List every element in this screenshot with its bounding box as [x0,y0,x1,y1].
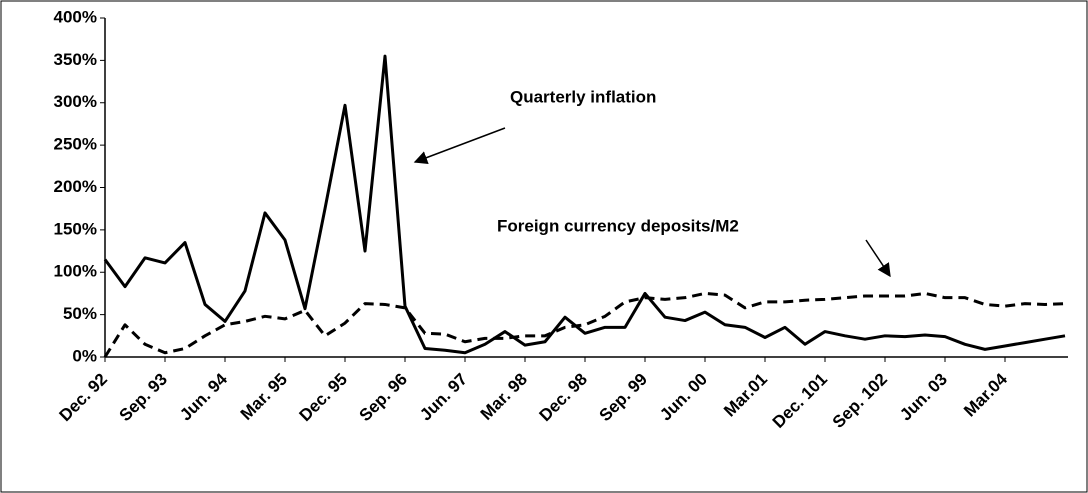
annotation: Foreign currency deposits/M2 [497,216,739,235]
line-series [103,54,1066,355]
x-tick-label: Jun. 94 [176,369,231,424]
annotation-arrow [413,127,506,165]
x-tick-label: Sep. 99 [595,370,651,426]
y-tick-label: 0% [72,346,97,365]
x-tick-label: Dec. 98 [535,370,591,426]
x-tick-label: Jun. 03 [896,370,951,425]
x-tick-label: Dec. 95 [295,370,351,426]
annotation-arrow [865,239,891,278]
x-tick-label: Mar.01 [720,370,771,421]
x-tick-label: Dec. 101 [769,370,831,432]
y-tick-label: 350% [54,50,97,69]
x-tick-label: Jun. 00 [656,370,711,425]
x-tick-label: Sep. 96 [355,370,411,426]
y-tick-label: 250% [54,135,97,154]
x-tick-label: Jun. 97 [416,370,471,425]
x-tick-label: Sep. 102 [829,370,891,432]
x-tick-label: Mar.04 [960,369,1011,420]
y-tick-label: 200% [54,177,97,196]
y-tick-label: 300% [54,92,97,111]
y-tick-label: 50% [63,304,97,323]
x-tick-label: Mar. 98 [477,370,531,424]
line-series [103,291,1066,358]
x-tick-label: Mar. 95 [237,370,291,424]
y-tick-label: 400% [54,7,97,26]
x-tick-label: Sep. 93 [115,370,171,426]
y-tick-label: 100% [54,262,97,281]
annotation: Quarterly inflation [510,87,656,106]
y-tick-label: 150% [54,219,97,238]
x-tick-label: Dec. 92 [55,370,111,426]
